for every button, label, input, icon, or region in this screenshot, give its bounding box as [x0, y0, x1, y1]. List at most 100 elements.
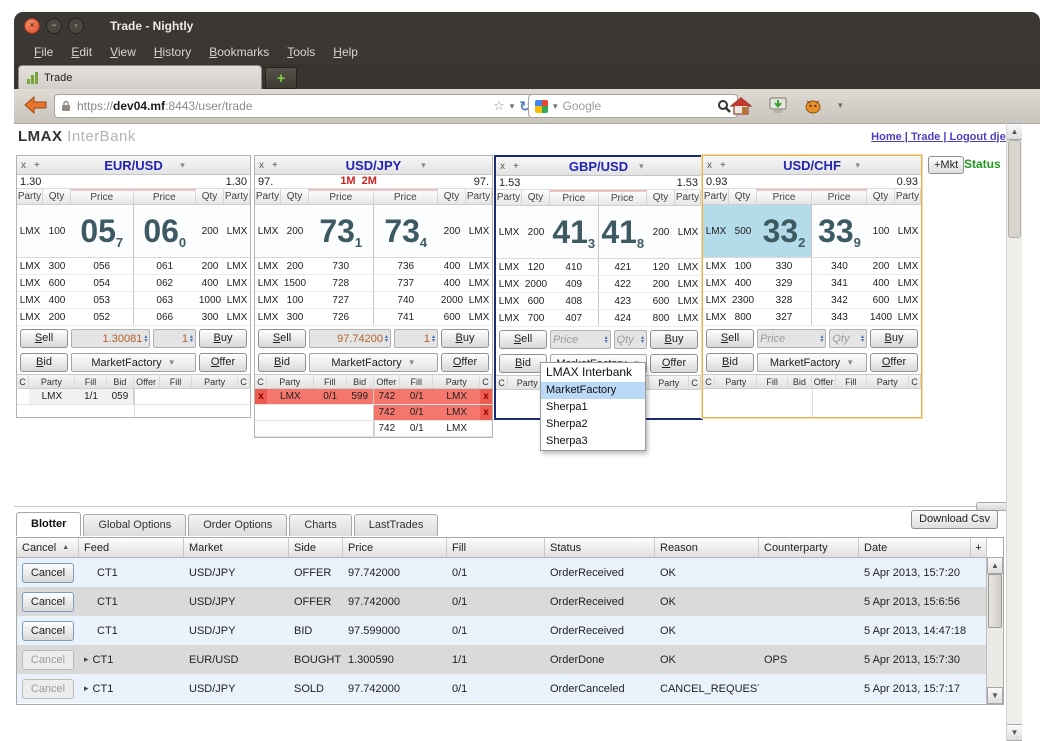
- price-input[interactable]: Price ▴ ▾: [757, 329, 827, 348]
- tab-last-trades[interactable]: LastTrades: [353, 514, 439, 536]
- best-bid-price[interactable]: 05 7: [71, 205, 134, 257]
- cancel-order-x[interactable]: x: [480, 405, 492, 420]
- sell-button[interactable]: Sell: [258, 329, 306, 348]
- bid-button[interactable]: Bid: [20, 353, 68, 372]
- search-box[interactable]: ▾ Google: [528, 94, 738, 118]
- bid-price-cell[interactable]: 407: [550, 310, 599, 326]
- cancel-button[interactable]: Cancel: [22, 562, 74, 583]
- price-input[interactable]: 97.74200 ▴ ▾: [309, 329, 391, 348]
- search-icon[interactable]: [717, 99, 731, 113]
- back-button[interactable]: [22, 93, 50, 117]
- panel-close-button[interactable]: x: [21, 159, 26, 171]
- price-input[interactable]: 1.30081 ▴ ▾: [71, 329, 151, 348]
- offer-price-cell[interactable]: 740: [397, 294, 415, 306]
- bid-price-cell[interactable]: 329: [757, 275, 812, 291]
- offer-price-cell[interactable]: 066: [156, 311, 174, 323]
- offer-price-cell[interactable]: 061: [156, 260, 174, 272]
- tenor-1m[interactable]: 1M: [340, 175, 356, 187]
- price-stepper-icon[interactable]: ▴ ▾: [820, 333, 824, 344]
- quantity-input[interactable]: Qty ▴ ▾: [829, 329, 867, 348]
- pair-dropdown-icon[interactable]: ▾: [855, 159, 860, 170]
- panel-blotter-splitter[interactable]: [14, 506, 1004, 507]
- home-icon[interactable]: [730, 96, 752, 115]
- browser-tab-trade[interactable]: Trade: [18, 65, 262, 89]
- scrollbar-thumb[interactable]: [1008, 140, 1021, 238]
- scroll-down-icon[interactable]: ▼: [1007, 724, 1022, 741]
- venue-option-lmax-interbank[interactable]: LMAX Interbank: [546, 365, 633, 379]
- qty-stepper-icon[interactable]: ▴ ▾: [189, 333, 193, 344]
- bid-button[interactable]: Bid: [706, 353, 754, 372]
- best-bid-price[interactable]: 41 3: [550, 206, 599, 258]
- best-offer-price[interactable]: 06 0: [133, 205, 196, 257]
- window-maximize-button[interactable]: ▫: [68, 17, 84, 34]
- trade-link[interactable]: Trade: [911, 131, 950, 143]
- venue-select[interactable]: MarketFactory▼: [71, 353, 196, 372]
- bid-price-cell[interactable]: 330: [757, 258, 812, 274]
- cancel-order-x[interactable]: x: [480, 389, 492, 404]
- offer-price-cell[interactable]: 737: [397, 277, 415, 289]
- col-date[interactable]: Date: [859, 538, 971, 557]
- downloads-icon[interactable]: [768, 97, 788, 114]
- bid-price-cell[interactable]: 327: [757, 309, 812, 325]
- price-stepper-icon[interactable]: ▴ ▾: [604, 334, 608, 345]
- offer-price-cell[interactable]: 421: [614, 261, 632, 273]
- url-bar[interactable]: https://dev04.mf:8443/user/trade ☆ ▾ ↻: [54, 94, 538, 118]
- venue-option-sherpa2[interactable]: Sherpa2: [546, 418, 588, 430]
- col-reason[interactable]: Reason: [655, 538, 759, 557]
- best-offer-price[interactable]: 73 4: [373, 205, 438, 257]
- toolbar-overflow-icon[interactable]: ▾: [838, 100, 843, 110]
- bid-price-cell[interactable]: 408: [550, 293, 599, 309]
- sell-button[interactable]: Sell: [499, 330, 547, 349]
- offer-price-cell[interactable]: 736: [397, 260, 415, 272]
- col-status[interactable]: Status: [545, 538, 655, 557]
- download-csv-button[interactable]: Download Csv: [911, 510, 998, 529]
- quantity-input[interactable]: 1 ▴ ▾: [153, 329, 196, 348]
- tab-blotter[interactable]: Blotter: [16, 512, 82, 536]
- sell-button[interactable]: Sell: [706, 329, 754, 348]
- sell-button[interactable]: Sell: [20, 329, 68, 348]
- bid-price-cell[interactable]: 328: [757, 292, 812, 308]
- page-scrollbar[interactable]: ▲ ▼: [1006, 123, 1022, 741]
- new-tab-button[interactable]: +: [265, 67, 297, 89]
- window-minimize-button[interactable]: −: [46, 17, 62, 34]
- menu-bookmarks[interactable]: Bookmarks: [209, 44, 270, 59]
- search-engine-icon[interactable]: [535, 99, 548, 113]
- offer-price-cell[interactable]: 062: [156, 277, 174, 289]
- bid-price-cell[interactable]: 053: [71, 292, 134, 308]
- best-bid-price[interactable]: 73 1: [309, 205, 374, 257]
- price-stepper-icon[interactable]: ▴ ▾: [384, 333, 388, 344]
- offer-price-cell[interactable]: 343: [831, 311, 848, 323]
- panel-add-button[interactable]: +: [513, 160, 519, 172]
- buy-button[interactable]: Buy: [441, 329, 489, 348]
- home-link[interactable]: Home: [871, 131, 911, 143]
- venue-select[interactable]: MarketFactory▼: [309, 353, 438, 372]
- search-input[interactable]: Google: [562, 99, 602, 113]
- offer-price-cell[interactable]: 341: [831, 277, 848, 289]
- window-close-button[interactable]: ×: [24, 17, 40, 34]
- tab-order-options[interactable]: Order Options: [188, 514, 288, 536]
- menu-view[interactable]: View: [110, 44, 136, 59]
- cancel-button[interactable]: Cancel: [22, 591, 74, 612]
- offer-price-cell[interactable]: 423: [614, 295, 632, 307]
- bid-price-cell[interactable]: 730: [309, 258, 374, 274]
- cancel-button[interactable]: Cancel: [22, 620, 74, 641]
- col-feed[interactable]: Feed: [79, 538, 184, 557]
- offer-price-cell[interactable]: 422: [614, 278, 632, 290]
- best-offer-price[interactable]: 33 9: [812, 205, 867, 257]
- quantity-input[interactable]: Qty ▴ ▾: [613, 330, 647, 349]
- venue-option-sherpa3[interactable]: Sherpa3: [546, 435, 588, 447]
- col-side[interactable]: Side: [289, 538, 343, 557]
- offer-price-cell[interactable]: 340: [831, 260, 848, 272]
- qty-stepper-icon[interactable]: ▴ ▾: [431, 333, 435, 344]
- tab-global-options[interactable]: Global Options: [83, 514, 187, 536]
- menu-file[interactable]: File: [34, 44, 54, 59]
- panel-close-button[interactable]: x: [259, 159, 264, 171]
- tenor-2m[interactable]: 2M: [361, 175, 377, 187]
- price-stepper-icon[interactable]: ▴ ▾: [144, 333, 148, 344]
- buy-button[interactable]: Buy: [650, 330, 698, 349]
- expand-row-icon[interactable]: ▸: [84, 654, 89, 664]
- panel-add-button[interactable]: +: [720, 159, 726, 171]
- venue-select[interactable]: MarketFactory▼: [757, 353, 867, 372]
- bid-button[interactable]: Bid: [258, 353, 306, 372]
- bid-price-cell[interactable]: 054: [71, 275, 134, 291]
